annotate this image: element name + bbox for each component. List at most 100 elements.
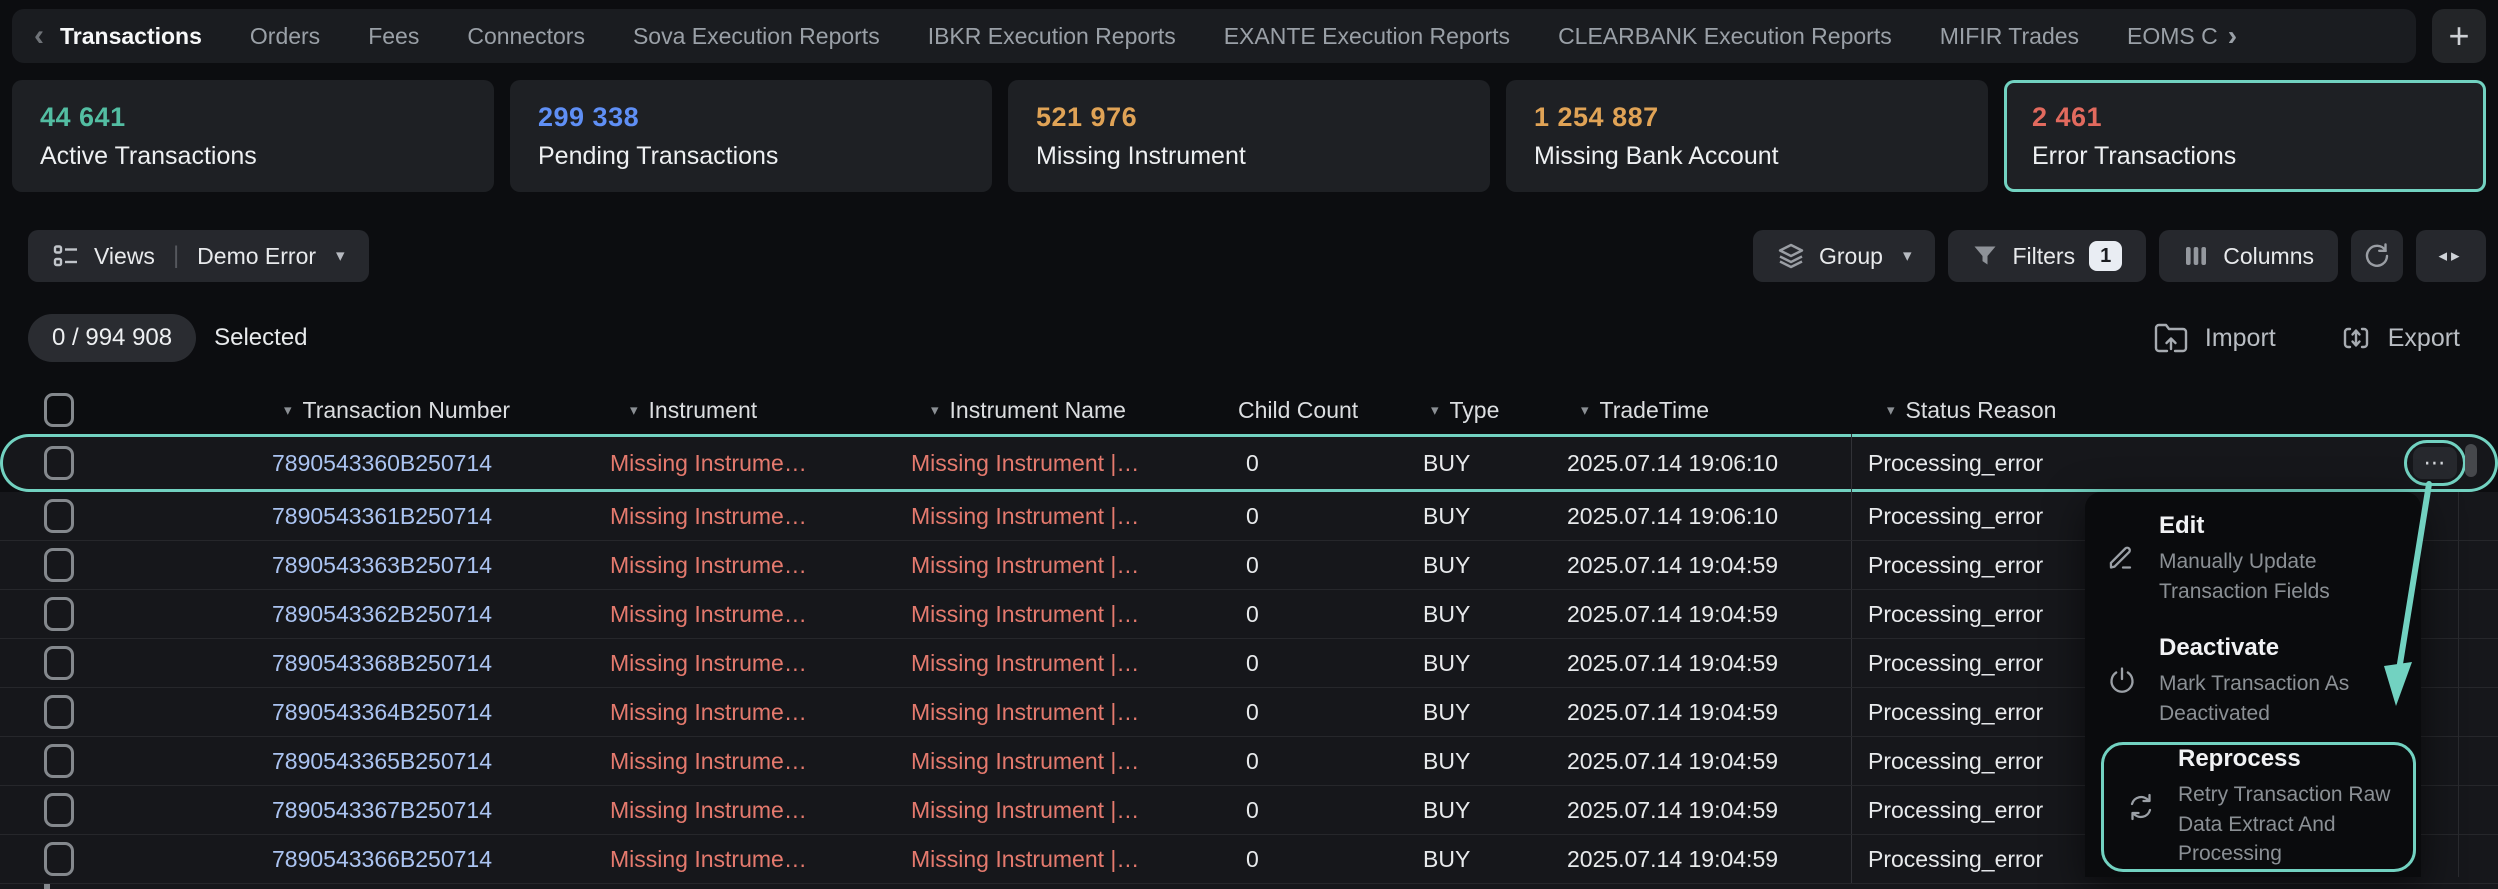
row-actions: ⋯ bbox=[2404, 440, 2466, 486]
cell-transaction-number[interactable]: 7890543368B250714 bbox=[272, 649, 493, 676]
row-checkbox[interactable] bbox=[44, 842, 74, 876]
cell-type: BUY bbox=[1423, 502, 1471, 529]
cell-tradetime: 2025.07.14 19:04:59 bbox=[1567, 649, 1779, 676]
cell-transaction-number[interactable]: 7890543366B250714 bbox=[272, 845, 493, 872]
menu-item-deactivate[interactable]: Deactivate Mark Transaction As Deactivat… bbox=[2085, 634, 2421, 729]
column-header-status-reason[interactable]: ▾ Status Reason bbox=[1851, 388, 2498, 432]
header-select-all bbox=[0, 388, 260, 432]
nav-scroll-right-icon[interactable]: › bbox=[2227, 20, 2238, 51]
chevron-down-icon[interactable]: ▾ bbox=[1887, 402, 1895, 419]
column-header-tradetime[interactable]: ▾ TradeTime bbox=[1565, 388, 1851, 432]
table-row[interactable]: 7890543360B250714 Missing Instrume… Miss… bbox=[0, 434, 2498, 492]
row-checkbox[interactable] bbox=[44, 884, 50, 889]
row-checkbox[interactable] bbox=[44, 744, 74, 778]
pagination-arrows-button[interactable]: ◂ ▸ bbox=[2416, 230, 2486, 282]
nav-tab[interactable]: Fees bbox=[368, 22, 420, 49]
nav-tab[interactable]: MIFIR Trades bbox=[1939, 22, 2080, 49]
row-menu-highlight-ring: ⋯ bbox=[2404, 440, 2466, 486]
cell-type: BUY bbox=[1423, 600, 1471, 627]
menu-item-description: Retry Transaction Raw Data Extract And P… bbox=[2178, 782, 2391, 866]
nav-tab[interactable]: Orders bbox=[249, 22, 321, 49]
nav-tab[interactable]: CLEARBANK Execution Reports bbox=[1558, 22, 1892, 49]
menu-item-edit[interactable]: Edit Manually Update Transaction Fields bbox=[2085, 512, 2421, 607]
table-row[interactable]: 7890543367B250714 Missing Instrume… Miss… bbox=[0, 786, 2498, 835]
table-row[interactable]: 7890543363B250714 Missing Instrume… Miss… bbox=[0, 541, 2498, 590]
chevron-down-icon[interactable]: ▾ bbox=[931, 402, 939, 419]
table-row[interactable]: 7890543368B250714 Missing Instrume… Miss… bbox=[0, 639, 2498, 688]
row-checkbox[interactable] bbox=[44, 548, 74, 582]
row-menu-button[interactable]: ⋯ bbox=[2413, 447, 2457, 479]
arrow-left-icon: ◂ bbox=[2438, 246, 2451, 265]
cell-transaction-number[interactable]: 7890543363B250714 bbox=[272, 551, 493, 578]
cell-instrument: Missing Instrume… bbox=[610, 698, 807, 725]
cell-transaction-number[interactable]: 7890543364B250714 bbox=[272, 698, 493, 725]
row-checkbox[interactable] bbox=[44, 597, 74, 631]
chevron-down-icon[interactable]: ▾ bbox=[1581, 402, 1589, 419]
scrollbar-thumb[interactable] bbox=[2465, 444, 2477, 477]
cell-status-reason: Processing_error bbox=[1851, 434, 2498, 492]
chevron-down-icon: ▾ bbox=[336, 246, 345, 265]
row-checkbox[interactable] bbox=[44, 793, 74, 827]
row-checkbox-cell bbox=[0, 590, 260, 638]
column-label: TradeTime bbox=[1599, 396, 1710, 423]
selection-bar: 0 / 994 908 Selected Import Export bbox=[12, 310, 2486, 366]
cell-transaction-number[interactable]: 7890543360B250714 bbox=[272, 449, 493, 476]
chevron-down-icon[interactable]: ▾ bbox=[1431, 402, 1439, 419]
stat-card[interactable]: 1 254 887 Missing Bank Account bbox=[1506, 80, 1988, 192]
row-context-menu: Edit Manually Update Transaction Fields … bbox=[2085, 492, 2421, 877]
cell-status-reason: Processing_error bbox=[1851, 541, 2498, 589]
stat-card-value: 44 641 bbox=[40, 101, 126, 132]
nav-scroll-left-icon[interactable]: ‹ bbox=[34, 19, 44, 52]
cell-type: BUY bbox=[1423, 698, 1471, 725]
nav-tab[interactable]: Sova Execution Reports bbox=[632, 22, 880, 49]
nav-tab[interactable]: Transactions bbox=[60, 22, 202, 49]
nav-tab[interactable]: EXANTE Execution Reports bbox=[1223, 22, 1511, 49]
cell-transaction-number[interactable]: 7890543362B250714 bbox=[272, 600, 493, 627]
column-header-type[interactable]: ▾ Type bbox=[1415, 388, 1565, 432]
menu-item-title: Deactivate bbox=[2159, 634, 2280, 661]
import-export: Import Export bbox=[2153, 322, 2460, 354]
cell-transaction-number[interactable]: 7890543361B250714 bbox=[272, 502, 493, 529]
cell-transaction-number[interactable]: 7890543367B250714 bbox=[272, 796, 493, 823]
row-checkbox[interactable] bbox=[44, 646, 74, 680]
export-button[interactable]: Export bbox=[2340, 322, 2460, 354]
nav-tab[interactable]: EOMS C bbox=[2127, 22, 2218, 49]
chevron-down-icon[interactable]: ▾ bbox=[284, 402, 292, 419]
select-all-checkbox[interactable] bbox=[44, 393, 74, 427]
menu-item-reprocess[interactable]: Reprocess Retry Transaction Raw Data Ext… bbox=[2104, 745, 2400, 869]
menu-item-text: Edit Manually Update Transaction Fields bbox=[2159, 512, 2381, 607]
row-checkbox[interactable] bbox=[44, 499, 74, 533]
cell-instrument: Missing Instrume… bbox=[610, 649, 807, 676]
row-checkbox[interactable] bbox=[44, 446, 74, 480]
table-row[interactable]: 7890543362B250714 Missing Instrume… Miss… bbox=[0, 590, 2498, 639]
selection-label: Selected bbox=[214, 324, 308, 351]
add-tab-button[interactable]: + bbox=[2432, 9, 2486, 63]
columns-button[interactable]: Columns bbox=[2159, 230, 2338, 282]
stat-card[interactable]: 2 461 Error Transactions bbox=[2004, 80, 2486, 192]
nav-tab[interactable]: Connectors bbox=[467, 22, 585, 49]
stat-card[interactable]: 299 338 Pending Transactions bbox=[510, 80, 992, 192]
column-header-instrument[interactable]: ▾ Instrument bbox=[600, 388, 905, 432]
power-icon bbox=[2085, 665, 2159, 697]
import-button[interactable]: Import bbox=[2153, 322, 2276, 354]
group-button[interactable]: Group ▾ bbox=[1753, 230, 1936, 282]
chevron-down-icon[interactable]: ▾ bbox=[630, 402, 638, 419]
stat-card[interactable]: 44 641 Active Transactions bbox=[12, 80, 494, 192]
views-button[interactable]: Views | Demo Error ▾ bbox=[28, 230, 369, 282]
scrollbar-track[interactable] bbox=[2458, 492, 2459, 877]
column-header-child-count[interactable]: Child Count bbox=[1210, 388, 1415, 432]
column-label: Type bbox=[1449, 396, 1500, 423]
filters-button[interactable]: Filters 1 bbox=[1948, 230, 2147, 282]
stat-card[interactable]: 521 976 Missing Instrument bbox=[1008, 80, 1490, 192]
table-row[interactable]: 7890543365B250714 Missing Instrume… Miss… bbox=[0, 737, 2498, 786]
cell-child-count: 0 bbox=[1246, 502, 1259, 529]
row-checkbox[interactable] bbox=[44, 695, 74, 729]
cell-transaction-number[interactable]: 7890543365B250714 bbox=[272, 747, 493, 774]
table-row[interactable]: 7890543361B250714 Missing Instrume… Miss… bbox=[0, 492, 2498, 541]
table-row[interactable]: 7890543364B250714 Missing Instrume… Miss… bbox=[0, 688, 2498, 737]
column-header-instrument-name[interactable]: ▾ Instrument Name bbox=[905, 388, 1210, 432]
nav-tab[interactable]: IBKR Execution Reports bbox=[927, 22, 1176, 49]
row-checkbox-cell bbox=[0, 737, 260, 785]
refresh-button[interactable] bbox=[2351, 230, 2403, 282]
column-header-transaction-number[interactable]: ▾ Transaction Number bbox=[260, 388, 600, 432]
